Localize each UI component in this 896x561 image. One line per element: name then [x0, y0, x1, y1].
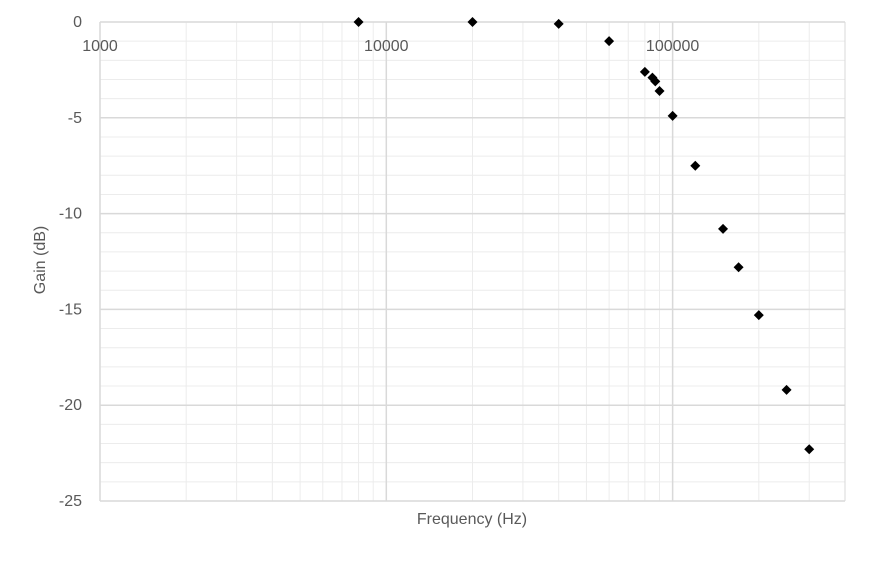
data-point: [804, 444, 815, 455]
data-points: [353, 17, 815, 455]
data-point: [753, 310, 764, 321]
x-axis-title: Frequency (Hz): [417, 511, 527, 528]
data-point: [639, 66, 650, 77]
y-axis-title: Gain (dB): [32, 226, 49, 294]
x-axis-tick-labels: 1000 10000 100000: [82, 38, 699, 55]
data-point: [781, 384, 792, 395]
y-tick-label: -15: [59, 301, 82, 318]
y-tick-label: 0: [73, 14, 82, 31]
x-tick-label: 10000: [364, 38, 409, 55]
data-point: [467, 17, 478, 27]
data-point: [604, 36, 615, 47]
y-axis-tick-labels: 0 -5 -10 -15 -20 -25: [59, 14, 82, 510]
data-point: [690, 160, 701, 171]
data-point: [667, 110, 678, 121]
y-tick-label: -20: [59, 397, 82, 414]
y-tick-label: -10: [59, 206, 82, 223]
data-point: [718, 223, 729, 234]
minor-gridlines: [100, 21, 846, 502]
y-tick-label: -25: [59, 493, 82, 510]
x-tick-label: 1000: [82, 38, 118, 55]
y-tick-label: -5: [68, 110, 82, 127]
data-point: [733, 262, 744, 273]
data-point: [650, 76, 661, 87]
data-point: [553, 18, 564, 29]
data-point: [654, 85, 665, 96]
data-point: [353, 17, 364, 27]
x-tick-label: 100000: [646, 38, 699, 55]
